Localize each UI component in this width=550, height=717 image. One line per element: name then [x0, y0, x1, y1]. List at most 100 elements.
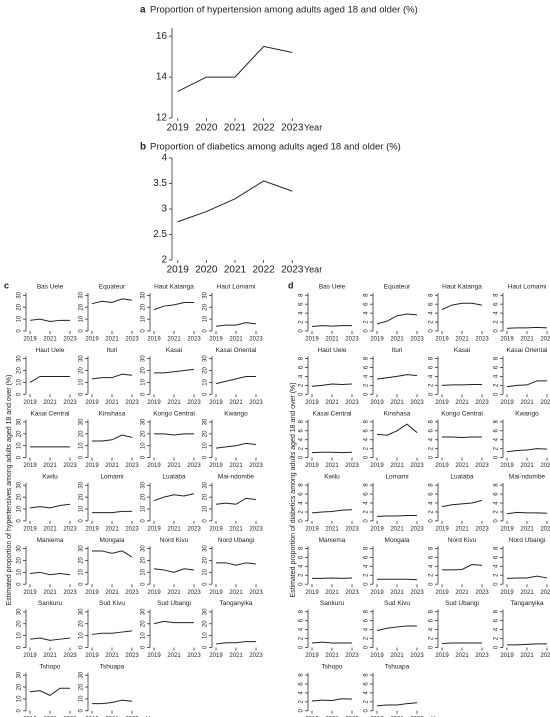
y-tick-label: 8	[299, 673, 305, 677]
y-tick-label: 8	[364, 420, 370, 424]
data-line	[441, 383, 482, 386]
y-tick-label: 6	[429, 618, 435, 622]
subplot-title: Kwilu	[324, 474, 340, 481]
x-tick-label: 2023	[540, 337, 550, 343]
x-tick-label: 2021	[455, 337, 469, 343]
data-line	[29, 571, 71, 576]
x-tick-label: 2019	[209, 590, 223, 596]
y-tick-label: 4	[364, 311, 370, 315]
x-tick-label: 2021	[325, 463, 339, 469]
subplot-title: Kasai	[454, 347, 470, 354]
y-tick-label: 0	[364, 392, 370, 396]
x-tick-label: 2021	[43, 526, 57, 532]
x-tick-label: 2019	[370, 526, 384, 532]
x-tick-label: 2021	[325, 400, 339, 406]
y-tick-label: 8	[299, 609, 305, 613]
y-tick-label: 0	[364, 519, 370, 523]
y-tick-label: 2	[429, 636, 435, 640]
subplot-title: Haut Lomami	[217, 284, 256, 291]
x-tick-label: 2019	[209, 526, 223, 532]
data-line	[154, 433, 194, 436]
x-tick-label: 2023	[125, 653, 139, 659]
y-tick-label: 0	[17, 582, 23, 586]
x-tick-label: 2023	[410, 400, 424, 406]
y-tick-label: 20	[141, 430, 147, 437]
y-tick-label: 4	[494, 311, 500, 315]
data-line	[215, 375, 256, 385]
y-tick-label: 2	[299, 383, 305, 387]
y-tick-label: 0	[203, 519, 209, 523]
data-line	[29, 503, 71, 509]
y-tick-label: 8	[429, 609, 435, 613]
y-tick-label: 4	[429, 311, 435, 315]
y-tick-label: 10	[141, 378, 147, 385]
subplot-title: Lomami	[385, 474, 408, 481]
x-tick-label: 2023	[345, 463, 359, 469]
y-tick-label: 2	[364, 446, 370, 450]
x-tick-label: 2023	[249, 526, 263, 532]
y-tick-label: 10	[17, 378, 23, 385]
y-tick-label: 8	[364, 293, 370, 297]
data-line	[215, 641, 256, 645]
y-tick-label: 2	[161, 255, 167, 266]
x-tick-label: 2019	[435, 337, 449, 343]
x-tick-label: 2019	[23, 337, 37, 343]
y-tick-label: 6	[364, 365, 370, 369]
data-line	[442, 564, 483, 571]
y-tick-label: 30	[17, 545, 23, 552]
x-tick-label: 2021	[43, 590, 57, 596]
y-tick-label: 6	[299, 492, 305, 496]
x-tick-label: 2022	[253, 265, 276, 276]
y-tick-label: 10	[141, 315, 147, 322]
y-tick-label: 2.5	[153, 229, 167, 240]
y-tick-label: 0	[141, 519, 147, 523]
y-tick-label: 8	[494, 483, 500, 487]
subplot-title: Kasai Oriental	[216, 347, 257, 354]
y-tick-label: 10	[79, 378, 85, 385]
x-tick-label: 2019	[23, 653, 37, 659]
subplot-title: Equateur	[99, 284, 126, 291]
x-tick-label: 2023	[249, 463, 263, 469]
y-tick-label: 8	[429, 420, 435, 424]
x-tick-label: 2021	[167, 337, 181, 343]
y-tick-label: 30	[203, 481, 209, 488]
y-tick-label: 0	[494, 645, 500, 649]
y-tick-label: 20	[17, 430, 23, 437]
x-tick-label: 2019	[500, 526, 514, 532]
subplot-title: Sankuru	[38, 600, 63, 607]
x-tick-label: 2021	[167, 526, 181, 532]
data-line	[29, 375, 70, 383]
y-tick-label: 0	[299, 392, 305, 396]
x-tick-label: 2019	[305, 337, 319, 343]
subplot-title: Kwango	[515, 410, 539, 417]
y-tick-label: 0	[141, 582, 147, 586]
data-line	[153, 620, 194, 625]
subplot-title: Maniema	[319, 537, 346, 544]
y-tick-label: 20	[79, 367, 85, 374]
y-tick-label: 4	[494, 437, 500, 441]
data-line	[216, 562, 257, 566]
data-line	[311, 509, 353, 514]
y-tick-label: 10	[17, 632, 23, 639]
x-tick-label: 2021	[520, 526, 534, 532]
x-tick-label: 2023	[345, 526, 359, 532]
y-tick-label: 10	[141, 442, 147, 449]
x-tick-label: 2021	[455, 653, 469, 659]
x-tick-label: 2019	[435, 463, 449, 469]
subplot-title: Lualaba	[450, 474, 474, 481]
y-tick-label: 30	[203, 545, 209, 552]
subplot-title: Mai-ndombe	[218, 474, 255, 481]
y-tick-label: 20	[141, 556, 147, 563]
y-tick-label: 0	[79, 645, 85, 649]
data-line	[506, 511, 548, 515]
x-tick-label: 2023	[475, 590, 489, 596]
y-tick-label: 0	[79, 329, 85, 333]
y-tick-label: 0	[429, 329, 435, 333]
y-tick-label: 20	[17, 493, 23, 500]
subplot-title: Kongo Central	[153, 410, 195, 417]
data-line	[506, 380, 547, 388]
y-tick-label: 30	[203, 608, 209, 615]
y-tick-label: 20	[203, 367, 209, 374]
subplot-title: Nord Ubangi	[218, 537, 255, 544]
